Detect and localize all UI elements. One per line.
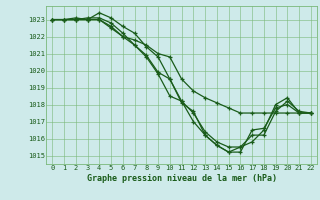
X-axis label: Graphe pression niveau de la mer (hPa): Graphe pression niveau de la mer (hPa) [87, 174, 276, 183]
